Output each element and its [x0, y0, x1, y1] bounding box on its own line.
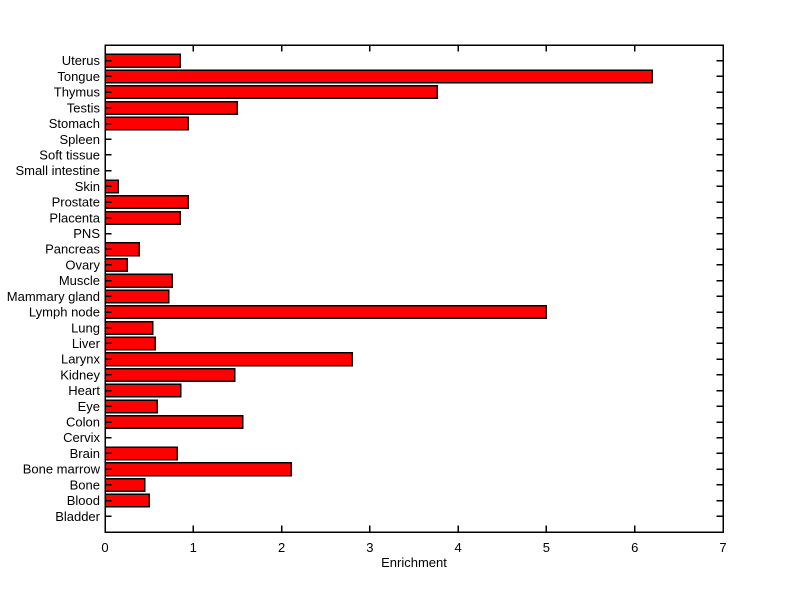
- x-tick-label-1: 1: [190, 540, 197, 555]
- x-tick-label-0: 0: [101, 540, 108, 555]
- y-tick-label-lung: Lung: [71, 320, 100, 335]
- y-tick-label-heart: Heart: [68, 383, 100, 398]
- bar-uterus: [104, 53, 181, 68]
- y-tick-label-tongue: Tongue: [57, 69, 100, 84]
- bar-blood: [104, 493, 150, 508]
- y-tick-label-ovary: Ovary: [65, 257, 100, 272]
- x-tick-label-6: 6: [631, 540, 638, 555]
- x-tick-label-5: 5: [543, 540, 550, 555]
- bar-colon: [104, 414, 244, 430]
- y-tick-label-eye: Eye: [78, 399, 100, 414]
- bar-placenta: [104, 210, 181, 225]
- y-tick-label-uterus: Uterus: [62, 53, 101, 68]
- y-tick-label-cervix: Cervix: [63, 430, 100, 445]
- y-tick-label-blood: Blood: [67, 493, 100, 508]
- plot-box: [104, 44, 724, 533]
- bar-heart: [104, 383, 182, 398]
- y-tick-label-small-intestine: Small intestine: [15, 163, 100, 178]
- x-tick-labels: 0 1 2 3 4 5 6 7: [101, 540, 726, 555]
- y-tick-label-liver: Liver: [72, 336, 101, 351]
- y-tick-label-brain: Brain: [70, 446, 100, 461]
- bar-stomach: [104, 116, 189, 131]
- bar-liver: [104, 336, 157, 351]
- y-tick-label-testis: Testis: [67, 100, 101, 115]
- axes-group: [104, 44, 724, 533]
- y-tick-label-stomach: Stomach: [49, 116, 100, 131]
- bar-larynx: [104, 352, 353, 367]
- y-tick-label-colon: Colon: [66, 415, 100, 430]
- x-tick-label-2: 2: [278, 540, 285, 555]
- y-tick-label-thymus: Thymus: [54, 85, 101, 100]
- y-tick-label-soft-tissue: Soft tissue: [39, 148, 100, 163]
- y-tick-label-lymph-node: Lymph node: [29, 305, 100, 320]
- y-tick-label-kidney: Kidney: [60, 367, 100, 382]
- bar-muscle: [104, 273, 173, 288]
- bar-testis: [104, 100, 239, 115]
- x-tick-label-7: 7: [719, 540, 726, 555]
- bar-mammary-gland: [104, 289, 170, 304]
- bar-lymph-node: [104, 305, 548, 320]
- y-tick-label-bladder: Bladder: [55, 509, 100, 524]
- y-tick-label-placenta: Placenta: [49, 210, 100, 225]
- bar-prostate: [104, 195, 189, 210]
- y-tick-label-skin: Skin: [75, 179, 100, 194]
- bars-group: [104, 53, 654, 508]
- y-tick-labels: UterusTongueThymusTestisStomachSpleenSof…: [7, 53, 101, 524]
- x-tick-label-4: 4: [455, 540, 462, 555]
- y-tick-label-pns: PNS: [73, 226, 100, 241]
- bar-lung: [104, 320, 154, 335]
- y-tick-label-muscle: Muscle: [59, 273, 100, 288]
- y-tick-label-prostate: Prostate: [52, 195, 100, 210]
- bar-thymus: [104, 85, 438, 100]
- y-tick-label-pancreas: Pancreas: [45, 242, 100, 257]
- y-tick-label-spleen: Spleen: [60, 132, 100, 147]
- bar-brain: [104, 446, 179, 461]
- x-tick-label-3: 3: [366, 540, 373, 555]
- x-axis-label: Enrichment: [381, 555, 447, 570]
- y-tick-label-bone-marrow: Bone marrow: [23, 462, 101, 477]
- y-tick-label-mammary-gland: Mammary gland: [7, 289, 100, 304]
- y-tick-label-larynx: Larynx: [61, 352, 101, 367]
- y-tick-label-bone: Bone: [70, 477, 100, 492]
- bar-eye: [104, 399, 158, 414]
- bar-bone-marrow: [104, 462, 293, 477]
- bar-kidney: [104, 367, 236, 382]
- bar-tongue: [104, 69, 654, 84]
